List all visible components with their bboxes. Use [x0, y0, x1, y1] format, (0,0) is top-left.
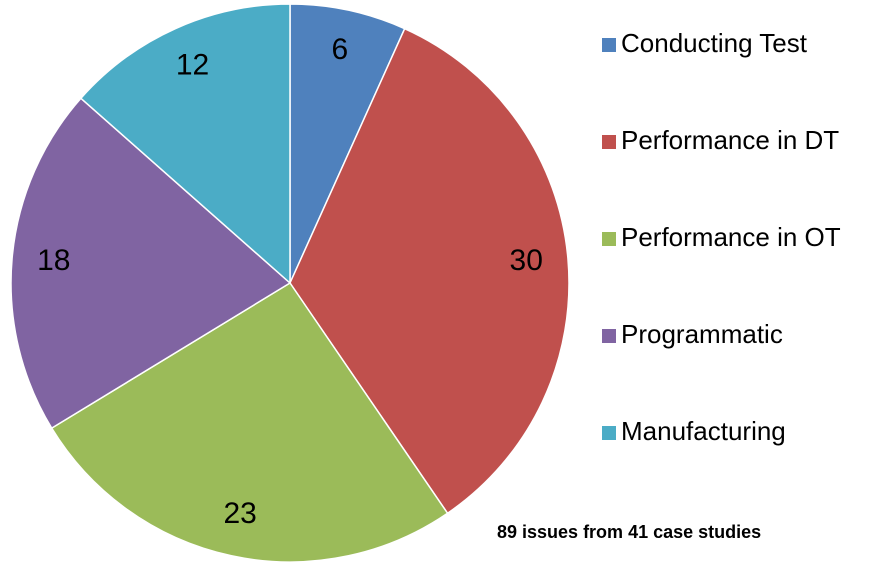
data-label: 6 — [332, 33, 349, 66]
legend-label: Conducting Test — [621, 28, 808, 58]
pie-slice — [10, 97, 292, 430]
legend-swatch — [602, 329, 616, 343]
data-label: 30 — [510, 244, 543, 277]
data-label: 23 — [223, 497, 256, 530]
legend-swatch — [602, 38, 616, 52]
legend-swatch — [602, 232, 616, 246]
data-label: 18 — [37, 244, 70, 277]
legend-label: Programmatic — [621, 319, 783, 349]
pie-slice — [289, 27, 570, 515]
legend-label: Manufacturing — [621, 416, 786, 446]
pie-slice — [79, 3, 291, 285]
legend-label: Performance in DT — [621, 125, 839, 155]
data-label: 12 — [176, 49, 209, 82]
annotation: 89 issues from 41 case studies — [497, 522, 761, 542]
pie-slice — [50, 281, 449, 562]
legend-label: Performance in OT — [621, 222, 841, 252]
pie-slice — [289, 3, 406, 284]
legend-swatch — [602, 426, 616, 440]
legend-swatch — [602, 135, 616, 149]
